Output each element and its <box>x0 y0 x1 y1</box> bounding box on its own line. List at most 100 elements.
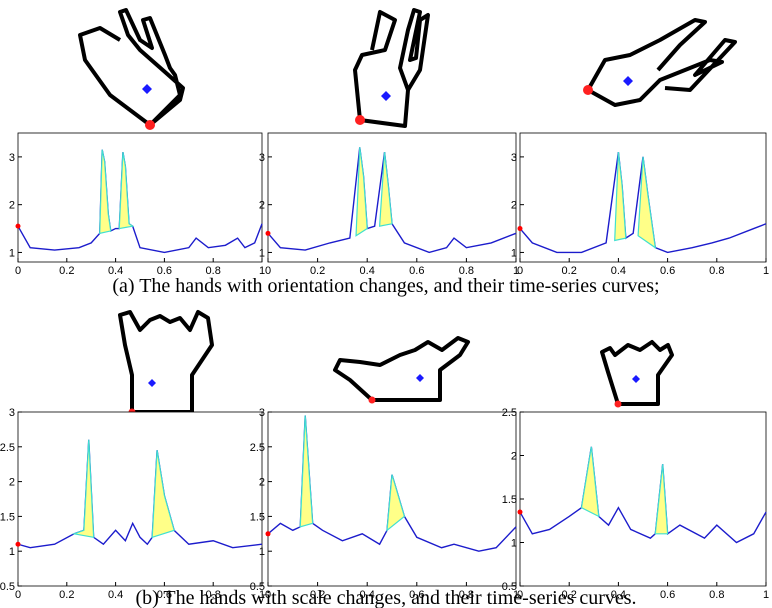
hand-row-b <box>118 310 674 416</box>
x-tick-label: 0 <box>265 265 271 277</box>
x-tick-label: 0.4 <box>611 589 626 601</box>
y-tick-label: 3 <box>259 152 265 164</box>
caption: (a) The hands with orientation changes, … <box>112 275 659 297</box>
hand-row-a <box>78 8 737 130</box>
y-tick-label: 0.5 <box>250 581 265 593</box>
start-point <box>145 120 155 130</box>
x-tick-label: 0 <box>517 265 523 277</box>
y-tick-label: 2 <box>259 477 265 489</box>
start-point <box>583 85 593 95</box>
x-tick-label: 0.4 <box>108 589 123 601</box>
y-tick-label: 2 <box>9 200 15 212</box>
start-marker <box>265 230 271 236</box>
y-tick-label: 1 <box>9 546 15 558</box>
curve <box>519 152 767 254</box>
peak-area <box>580 446 669 535</box>
x-tick-label: 0.2 <box>562 265 577 277</box>
x-tick-label: 0.8 <box>709 589 724 601</box>
x-tick-label: 0.2 <box>59 589 74 601</box>
line-chart: 0 0.2 0.4 0.6 0.8 1 1 2 3 <box>9 132 265 277</box>
x-tick-label: 0 <box>517 589 523 601</box>
x-tick-label: 0.6 <box>660 589 675 601</box>
start-point <box>355 115 365 125</box>
centroid <box>142 76 633 101</box>
start-point <box>614 400 622 408</box>
start-marker <box>517 226 523 232</box>
y-tick-label: 2 <box>511 451 517 463</box>
y-tick-label: 3 <box>511 152 517 164</box>
x-tick-label: 1 <box>259 265 265 277</box>
x-tick-label: 0.6 <box>157 589 172 601</box>
x-tick-label: 0.6 <box>660 265 675 277</box>
peak-area <box>299 415 406 532</box>
line-chart: 0 0.2 0.4 0.6 0.8 10.511.522.53 <box>0 407 265 601</box>
hand <box>118 310 214 414</box>
y-tick-label: 1 <box>259 546 265 558</box>
y-tick-label: 1 <box>511 538 517 550</box>
y-tick-label: 2 <box>9 477 15 489</box>
x-tick-label: 0.4 <box>108 265 123 277</box>
peak-area <box>71 439 175 539</box>
plot-frame <box>17 132 263 263</box>
hand <box>78 8 185 127</box>
x-tick-label: 0 <box>15 265 21 277</box>
x-tick-label: 0.8 <box>709 265 724 277</box>
peak-area <box>355 147 393 237</box>
y-tick-label: 1.5 <box>502 494 517 506</box>
plot-frame <box>519 411 767 587</box>
hand <box>353 8 430 128</box>
start-marker <box>15 541 21 547</box>
x-tick-label: 0.4 <box>360 589 375 601</box>
start-marker <box>517 509 523 515</box>
line-chart: 0 0.2 0.4 0.6 0.8 10.511.522.5 <box>502 407 769 601</box>
line-chart: 0 0.2 0.4 0.6 0.8 1 1 2 3 <box>259 132 519 277</box>
hand <box>600 340 674 406</box>
x-tick-label: 1 <box>513 265 519 277</box>
y-tick-label: 3 <box>259 407 265 419</box>
x-tick-label: 1 <box>513 589 519 601</box>
hand <box>333 336 470 402</box>
y-tick-label: 2.5 <box>502 407 517 419</box>
peak-area <box>614 152 657 249</box>
x-tick-label: 0.2 <box>310 265 325 277</box>
x-tick-label: 0.2 <box>59 265 74 277</box>
y-tick-label: 1.5 <box>250 511 265 523</box>
y-tick-label: 0.5 <box>502 581 517 593</box>
peak-area <box>99 149 135 235</box>
plot-frame <box>17 411 263 587</box>
x-tick-label: 0.8 <box>206 589 221 601</box>
x-tick-label: 0 <box>265 589 271 601</box>
x-tick-label: 1 <box>763 265 769 277</box>
start-marker <box>15 223 21 229</box>
x-tick-label: 0 <box>15 589 21 601</box>
y-tick-label: 1 <box>259 247 265 259</box>
x-tick-label: 0.8 <box>206 265 221 277</box>
x-tick-label: 0.4 <box>611 265 626 277</box>
x-tick-label: 0.8 <box>459 589 474 601</box>
caption: (b) The hands with scale changes, and th… <box>135 587 636 608</box>
x-tick-label: 0.6 <box>409 265 424 277</box>
x-tick-label: 0.8 <box>459 265 474 277</box>
x-tick-label: 0.2 <box>562 589 577 601</box>
x-tick-label: 0.6 <box>409 589 424 601</box>
y-tick-label: 1 <box>511 247 517 259</box>
start-marker <box>265 531 271 537</box>
y-tick-label: 1 <box>9 247 15 259</box>
curve <box>519 446 767 544</box>
x-tick-label: 0.6 <box>157 265 172 277</box>
y-tick-label: 2 <box>259 200 265 212</box>
y-tick-label: 2.5 <box>250 442 265 454</box>
hand <box>586 18 737 107</box>
y-tick-label: 3 <box>9 152 15 164</box>
x-tick-label: 1 <box>763 589 769 601</box>
y-tick-label: 3 <box>9 407 15 419</box>
y-tick-label: 2 <box>511 200 517 212</box>
plot-frame <box>267 132 517 263</box>
x-tick-label: 1 <box>259 589 265 601</box>
y-tick-label: 2.5 <box>0 442 15 454</box>
x-tick-label: 0.2 <box>310 589 325 601</box>
centroid <box>148 374 640 387</box>
y-tick-label: 0.5 <box>0 581 15 593</box>
line-chart: 0 0.2 0.4 0.6 0.8 1 1 2 3 <box>511 132 769 277</box>
